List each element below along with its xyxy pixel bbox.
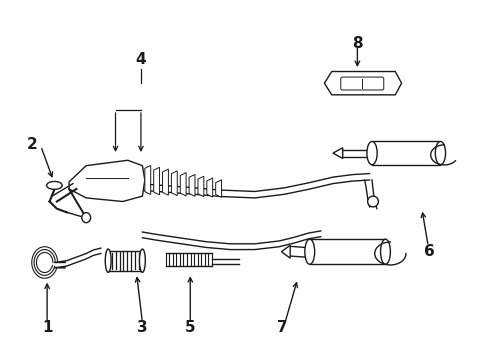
Text: 7: 7 [277, 320, 288, 335]
Ellipse shape [47, 181, 62, 189]
Polygon shape [333, 148, 343, 158]
Polygon shape [216, 180, 221, 197]
Text: 6: 6 [424, 244, 435, 259]
Polygon shape [198, 176, 204, 197]
Ellipse shape [140, 249, 146, 273]
Text: 4: 4 [136, 52, 146, 67]
Polygon shape [154, 167, 160, 195]
Ellipse shape [435, 141, 445, 165]
Polygon shape [172, 171, 177, 195]
Text: 5: 5 [185, 320, 196, 335]
Polygon shape [207, 178, 213, 197]
Polygon shape [69, 160, 145, 202]
Polygon shape [281, 245, 290, 258]
Ellipse shape [82, 213, 91, 223]
Text: 3: 3 [137, 320, 147, 335]
Ellipse shape [367, 141, 377, 165]
Ellipse shape [305, 239, 315, 264]
FancyBboxPatch shape [341, 77, 384, 90]
Ellipse shape [105, 249, 111, 273]
Polygon shape [180, 173, 186, 196]
Polygon shape [145, 166, 151, 194]
Ellipse shape [381, 239, 391, 264]
Text: 1: 1 [42, 320, 52, 335]
Ellipse shape [368, 196, 378, 207]
Polygon shape [324, 72, 402, 95]
FancyBboxPatch shape [310, 239, 386, 264]
Text: 2: 2 [27, 137, 38, 152]
Polygon shape [189, 175, 195, 196]
FancyBboxPatch shape [372, 141, 441, 165]
Text: 8: 8 [352, 36, 363, 51]
Polygon shape [163, 169, 169, 195]
